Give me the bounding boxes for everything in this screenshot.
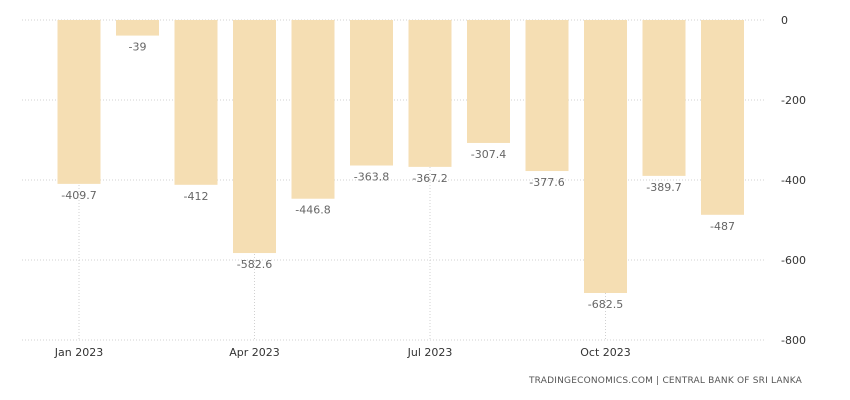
data-label: -363.8 xyxy=(354,171,389,184)
data-label: -377.6 xyxy=(529,176,564,189)
bar xyxy=(584,20,627,293)
bar xyxy=(525,20,569,172)
data-label: -487 xyxy=(710,220,735,233)
x-tick-label: Jul 2023 xyxy=(407,346,453,359)
y-tick-label: -200 xyxy=(781,94,806,107)
bar xyxy=(642,20,686,176)
x-tick-label: Apr 2023 xyxy=(229,346,280,359)
bar xyxy=(57,20,101,184)
y-tick-label: -800 xyxy=(781,334,806,347)
bar xyxy=(116,20,159,36)
bar xyxy=(350,20,393,166)
y-tick-label: 0 xyxy=(781,14,788,27)
data-label: -412 xyxy=(184,190,209,203)
x-tick-label: Oct 2023 xyxy=(580,346,631,359)
axes: 0 -200 -400 -600 -800 Jan 2023 Apr 2023 Jul 202… xyxy=(54,14,806,359)
data-labels: -409.7 -39 -412 -582.6 -446.8 -363.8 -367.2 -30… xyxy=(61,41,735,311)
bar xyxy=(467,20,510,143)
bar xyxy=(408,20,452,167)
data-label: -367.2 xyxy=(412,172,447,185)
data-label: -389.7 xyxy=(646,181,681,194)
data-label: -582.6 xyxy=(237,258,272,271)
data-label: -307.4 xyxy=(471,148,506,161)
data-label: -682.5 xyxy=(588,298,623,311)
y-tick-label: -400 xyxy=(781,174,806,187)
x-tick-label: Jan 2023 xyxy=(54,346,103,359)
bar xyxy=(701,20,744,215)
data-label: -409.7 xyxy=(61,189,96,202)
bar xyxy=(233,20,276,254)
data-label: -446.8 xyxy=(295,204,330,217)
bar xyxy=(174,20,218,185)
y-tick-label: -600 xyxy=(781,254,806,267)
bar xyxy=(291,20,335,199)
source-credit: TRADINGECONOMICS.COM | CENTRAL BANK OF S… xyxy=(528,376,802,386)
bars xyxy=(57,20,744,293)
data-label: -39 xyxy=(129,41,147,54)
